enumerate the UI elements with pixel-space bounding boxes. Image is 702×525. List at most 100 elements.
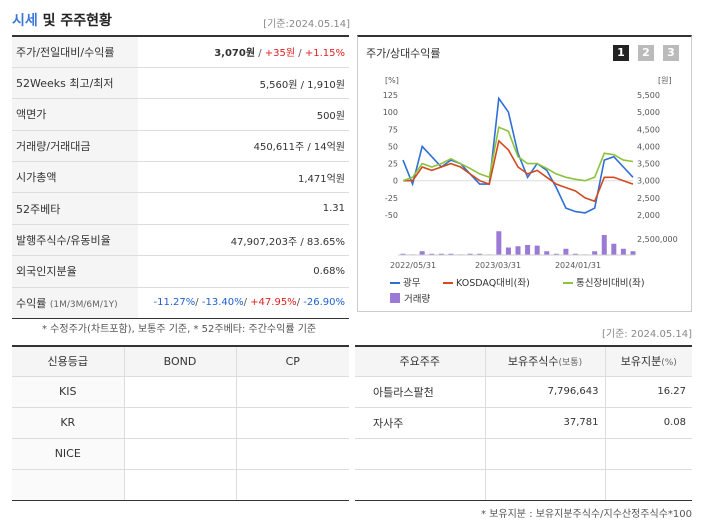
left-tick-label: -25 xyxy=(385,194,398,203)
col-header: BOND xyxy=(124,346,237,377)
right-tick-label: 3,000 xyxy=(637,177,660,186)
volume-bar xyxy=(448,253,454,255)
holder-name xyxy=(355,469,486,501)
left-tick-label: -50 xyxy=(385,211,398,220)
right-tick-label: 4,000 xyxy=(637,142,660,151)
table-row: 액면가 500원 xyxy=(12,98,349,131)
agency-cell: NICE xyxy=(12,438,125,470)
bond-cell xyxy=(124,376,237,408)
chart-panel: 주가/상대수익률 1 2 3 [%] [원] 125 100 75 50 25 0 -25 -50… xyxy=(357,35,692,312)
holder-pct xyxy=(605,438,692,470)
base-date: [기준:2024.05.14] xyxy=(263,19,350,30)
row-value: 0.68% xyxy=(313,265,345,277)
holder-shares xyxy=(485,469,606,501)
return-1y: -26.90% xyxy=(303,297,345,309)
holder-name xyxy=(355,438,486,470)
table-row: KR xyxy=(12,407,349,439)
right-tick-label: 4,500 xyxy=(637,125,660,134)
volume-bar xyxy=(515,246,521,255)
volume-bar xyxy=(611,243,617,255)
agency-cell xyxy=(12,469,125,501)
holder-shares xyxy=(485,438,606,470)
table-row xyxy=(355,469,692,501)
col-header: CP xyxy=(236,346,349,377)
cp-cell xyxy=(236,438,349,470)
row-label: 52Weeks 최고/최저 xyxy=(12,67,138,99)
bond-cell xyxy=(124,469,237,501)
col-header: 보유주식수(보통) xyxy=(485,346,606,377)
row-label: 거래량/거래대금 xyxy=(12,130,138,162)
volume-tick-label: 2,500,000 xyxy=(637,235,678,244)
x-tick-label: 2022/05/31 xyxy=(390,261,436,270)
agency-cell: KIS xyxy=(12,376,125,408)
left-unit-label: [%] xyxy=(385,76,399,85)
volume-bar xyxy=(467,253,473,255)
volume-bar xyxy=(601,235,607,255)
col-header: 신용등급 xyxy=(12,346,125,377)
row-label: 외국인지분율 xyxy=(12,255,138,288)
table-row: KIS xyxy=(12,376,349,408)
table-row: 자사주 37,781 0.08 xyxy=(355,407,692,439)
change-value: +35원 xyxy=(264,48,296,60)
holder-shares: 7,796,643 xyxy=(485,376,606,408)
row-value: 47,907,203주 / 83.65% xyxy=(230,236,345,248)
volume-bar xyxy=(477,253,483,255)
table-row: 주가/전일대비/수익률 3,070원 / +35원 / +1.15% xyxy=(12,36,349,68)
row-label: 주가/전일대비/수익률 xyxy=(12,36,138,68)
page-title: 시세 및 주주현황 xyxy=(12,13,112,29)
volume-bar xyxy=(429,253,435,255)
table-row: 수익률 (1M/3M/6M/1Y) -11.27%/ -13.40%/ +47.… xyxy=(12,287,349,319)
tab-3[interactable]: 3 xyxy=(663,45,679,61)
table-row: 발행주식수/유동비율 47,907,203주 / 83.65% xyxy=(12,224,349,256)
left-tick-label: 50 xyxy=(388,142,398,151)
row-value: -11.27%/ -13.40%/ +47.95%/ -26.90% xyxy=(153,297,345,309)
return-6m: +47.95% xyxy=(250,297,297,309)
holder-pct xyxy=(605,469,692,501)
table-row: 52주베타 1.31 xyxy=(12,192,349,225)
legend-label: 거래량 xyxy=(404,293,430,305)
volume-bar xyxy=(573,253,578,255)
return-1m: -11.27% xyxy=(153,297,196,309)
table-row: 외국인지분율 0.68% xyxy=(12,255,349,288)
table-header-row: 주요주주 보유주식수(보통) 보유지분(%) xyxy=(355,346,692,377)
col-header: 주요주주 xyxy=(355,346,486,377)
row-value: 5,560원 / 1,910원 xyxy=(259,79,345,91)
volume-bar xyxy=(525,245,531,255)
tab-2[interactable]: 2 xyxy=(638,45,654,61)
right-tick-label: 2,000 xyxy=(637,211,660,220)
row-value: 500원 xyxy=(316,110,345,122)
tab-1[interactable]: 1 xyxy=(613,45,629,61)
cp-cell xyxy=(236,469,349,501)
legend-swatch xyxy=(390,293,400,303)
major-shareholders-table: 주요주주 보유주식수(보통) 보유지분(%) 아틀라스팔천 7,796,643 … xyxy=(355,345,692,501)
volume-bar xyxy=(592,251,598,255)
table-row xyxy=(12,469,349,501)
bond-cell xyxy=(124,438,237,470)
volume-bar xyxy=(620,248,626,255)
cp-cell xyxy=(236,376,349,408)
cp-cell xyxy=(236,407,349,439)
left-tick-label: 25 xyxy=(388,160,398,169)
series-line xyxy=(402,126,634,182)
holder-pct: 0.08 xyxy=(605,407,692,439)
holders-note: * 보유지분 : 보유지분주식수/지수산정주식수*100 xyxy=(481,509,692,520)
table-row: 52Weeks 최고/최저 5,560원 / 1,910원 xyxy=(12,67,349,99)
volume-bar xyxy=(496,231,502,255)
x-tick-label: 2024/01/31 xyxy=(555,261,601,270)
base-date-2: [기준: 2024.05.14] xyxy=(601,329,692,340)
agency-cell: KR xyxy=(12,407,125,439)
left-tick-label: 125 xyxy=(383,91,398,100)
left-tick-label: 0 xyxy=(393,177,398,186)
credit-rating-table: 신용등급 BOND CP KIS KR NICE xyxy=(12,345,349,501)
volume-bar xyxy=(630,251,636,255)
table-row xyxy=(355,438,692,470)
relative-return-chart: [%] [원] 125 100 75 50 25 0 -25 -50 5,500 5,000 4,500… xyxy=(383,76,678,305)
right-tick-label: 3,500 xyxy=(637,160,660,169)
x-tick-label: 2023/03/31 xyxy=(475,261,521,270)
legend-label: 광무 xyxy=(403,277,421,289)
holder-name: 아틀라스팔천 xyxy=(355,376,486,408)
volume-bar xyxy=(534,245,540,255)
right-tick-label: 2,500 xyxy=(637,194,660,203)
price-table: 주가/전일대비/수익률 3,070원 / +35원 / +1.15% 52Wee… xyxy=(12,35,349,319)
holder-shares: 37,781 xyxy=(485,407,606,439)
